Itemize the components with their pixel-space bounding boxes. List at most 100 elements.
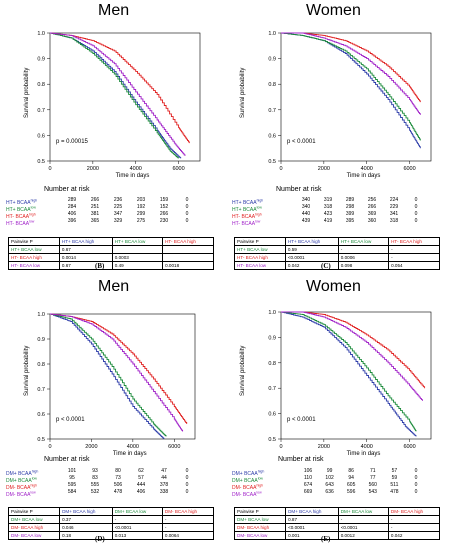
series-line-2 bbox=[50, 32, 190, 144]
risk-value: 73 bbox=[115, 475, 121, 481]
plot-frame bbox=[49, 32, 201, 162]
ptable-cell: 0.054 bbox=[388, 261, 440, 270]
y-tick-label: 1.0 bbox=[37, 312, 45, 318]
risk-value: 605 bbox=[347, 482, 356, 488]
ptable-header-cell: Pairwise P bbox=[233, 507, 287, 516]
risk-value: 152 bbox=[159, 204, 169, 210]
x-tick-label: 4000 bbox=[130, 166, 142, 172]
risk-value: 555 bbox=[90, 482, 100, 488]
ptable-cell bbox=[162, 253, 214, 262]
x-tick-label: 6000 bbox=[403, 166, 415, 172]
y-tick-label: 0.6 bbox=[37, 133, 45, 139]
risk-value: 236 bbox=[113, 197, 123, 203]
risk-value: 340 bbox=[301, 204, 311, 210]
plot-frame bbox=[280, 32, 432, 162]
risk-value: 266 bbox=[90, 197, 100, 203]
series-line-3 bbox=[50, 313, 184, 432]
survival-plot: 0.5 0.6 0.7 0.8 0.9 1.0 0 2000 4000 6000 Time in d… bbox=[37, 312, 196, 457]
risk-row-label: HT+ BCAAhigh bbox=[6, 197, 37, 207]
series-line-2 bbox=[281, 32, 421, 103]
ptable-header-cell: HT+ BCAA high bbox=[284, 237, 339, 246]
x-axis-label: Time in days bbox=[347, 451, 381, 457]
ptable-cell: 0.87 bbox=[285, 515, 339, 524]
risk-value: 229 bbox=[389, 204, 399, 210]
risk-value: 0 bbox=[185, 197, 189, 203]
risk-value: 192 bbox=[136, 204, 146, 210]
panel-label: (E) bbox=[321, 535, 331, 543]
risk-value: 478 bbox=[390, 489, 399, 495]
ptable-header-cell: DM- BCAA high bbox=[387, 507, 441, 516]
risk-value: 0 bbox=[414, 204, 418, 210]
risk-value: 318 bbox=[389, 218, 399, 224]
risk-row: HT- BCAAlow 439 419 395 360 318 0 bbox=[226, 218, 451, 227]
ptable-cell: - bbox=[337, 245, 390, 254]
x-axis-label: Time in days bbox=[113, 451, 147, 457]
series-line-2 bbox=[281, 311, 426, 389]
risk-row-label: HT- BCAAlow bbox=[6, 218, 34, 228]
pairwise-p-table: Pairwise P DM+ BCAA high DM+ BCAA low DM- B… bbox=[233, 507, 441, 540]
risk-row: HT- BCAAhigh 440 423 399 369 341 0 bbox=[226, 211, 451, 220]
ptable-row-label: DM+ BCAA low bbox=[7, 515, 61, 524]
p-value: p < 0.0001 bbox=[287, 139, 316, 145]
risk-value: 369 bbox=[367, 211, 377, 217]
ptable-cell: 0.49 bbox=[111, 261, 164, 270]
risk-row-label: HT+ BCAAlow bbox=[6, 204, 36, 214]
risk-value: 340 bbox=[301, 197, 311, 203]
risk-row-label: DM- BCAAhigh bbox=[232, 482, 263, 492]
series-line-3 bbox=[50, 32, 186, 156]
x-axis-label: Time in days bbox=[347, 173, 381, 179]
risk-label-text: HT- BCAAlow bbox=[6, 219, 35, 227]
risk-table-title: Number at risk bbox=[278, 456, 324, 463]
risk-value: 0 bbox=[185, 489, 189, 495]
ptable-row: HT- BCAA high <0.0001 0.0006- bbox=[234, 253, 440, 262]
risk-row: HT- BCAAlow 396 365 329 275 230 0 bbox=[0, 218, 225, 228]
ptable-cell: - bbox=[388, 245, 440, 254]
y-tick-label: 0.6 bbox=[37, 412, 45, 418]
y-tick-label: 0.7 bbox=[268, 108, 276, 114]
chart-title: Women bbox=[306, 278, 361, 295]
ptable-cell: 0.67 bbox=[58, 245, 113, 254]
risk-value: 95 bbox=[69, 475, 75, 481]
x-tick-label: 2000 bbox=[87, 166, 99, 172]
panel-men-diabetes: Men Survival probability 0.5 0.6 0.7 0.8 0.9 1.… bbox=[0, 276, 225, 550]
risk-label-text: DM- BCAAlow bbox=[6, 490, 36, 498]
y-tick-label: 1.0 bbox=[37, 31, 45, 37]
series-line-3 bbox=[281, 311, 423, 401]
x-tick-label: 4000 bbox=[361, 166, 373, 172]
x-tick-label: 0 bbox=[279, 444, 282, 450]
risk-label-text: HT+ BCAAhigh bbox=[6, 198, 38, 206]
x-axis-label: Time in days bbox=[116, 173, 150, 179]
risk-value: 365 bbox=[90, 218, 100, 224]
risk-row: HT- BCAAhigh 406 381 347 299 266 0 bbox=[0, 211, 225, 220]
risk-row: DM- BCAAlow 584 532 478 406 338 0 bbox=[0, 489, 225, 498]
risk-row-label: DM+ BCAAlow bbox=[232, 475, 263, 485]
pairwise-p-table: Pairwise P HT+ BCAA high HT+ BCAA low HT- B… bbox=[234, 237, 440, 270]
ptable-cell: <0.0001 bbox=[337, 523, 389, 532]
risk-value: 596 bbox=[347, 489, 356, 495]
risk-row: DM+ BCAAhigh 101 93 80 62 47 0 bbox=[0, 468, 225, 477]
risk-label-text: HT+ BCAAlow bbox=[6, 205, 36, 213]
panel-label: (B) bbox=[95, 262, 105, 270]
ptable-header-cell: HT+ BCAA low bbox=[337, 237, 390, 246]
risk-label-text: DM+ BCAAlow bbox=[6, 476, 37, 484]
risk-value: 543 bbox=[368, 489, 377, 495]
risk-row-label: DM+ BCAAhigh bbox=[232, 468, 264, 478]
ptable-header-cell: DM+ BCAA low bbox=[337, 507, 389, 516]
ptable-row: DM+ BCAA low 0.87- - bbox=[233, 515, 441, 524]
ptable-cell bbox=[111, 245, 164, 254]
risk-value: 106 bbox=[303, 468, 313, 474]
risk-label-text: HT+ BCAAlow bbox=[232, 205, 262, 213]
risk-value: 0 bbox=[414, 197, 418, 203]
series-line-0 bbox=[50, 313, 165, 439]
risk-value: 381 bbox=[90, 211, 100, 217]
ptable-header-cell: DM+ BCAA high bbox=[285, 507, 339, 516]
panel-women-diabetes: Women Survival probability 0.5 0.6 0.7 0.8 0.9… bbox=[226, 276, 451, 550]
risk-value: 93 bbox=[92, 468, 98, 474]
ptable-cell: <0.0001 bbox=[285, 523, 339, 532]
ptable-cell: 0.59 bbox=[284, 245, 339, 254]
risk-row: HT+ BCAAlow 340 318 298 266 229 0 bbox=[226, 204, 451, 213]
y-tick-label: 0.7 bbox=[37, 387, 45, 393]
ptable-row: HT- BCAA low 0.042 0.098 0.054 bbox=[234, 261, 440, 270]
risk-value: 506 bbox=[113, 482, 123, 488]
ptable-header-cell: Pairwise P bbox=[8, 237, 60, 246]
